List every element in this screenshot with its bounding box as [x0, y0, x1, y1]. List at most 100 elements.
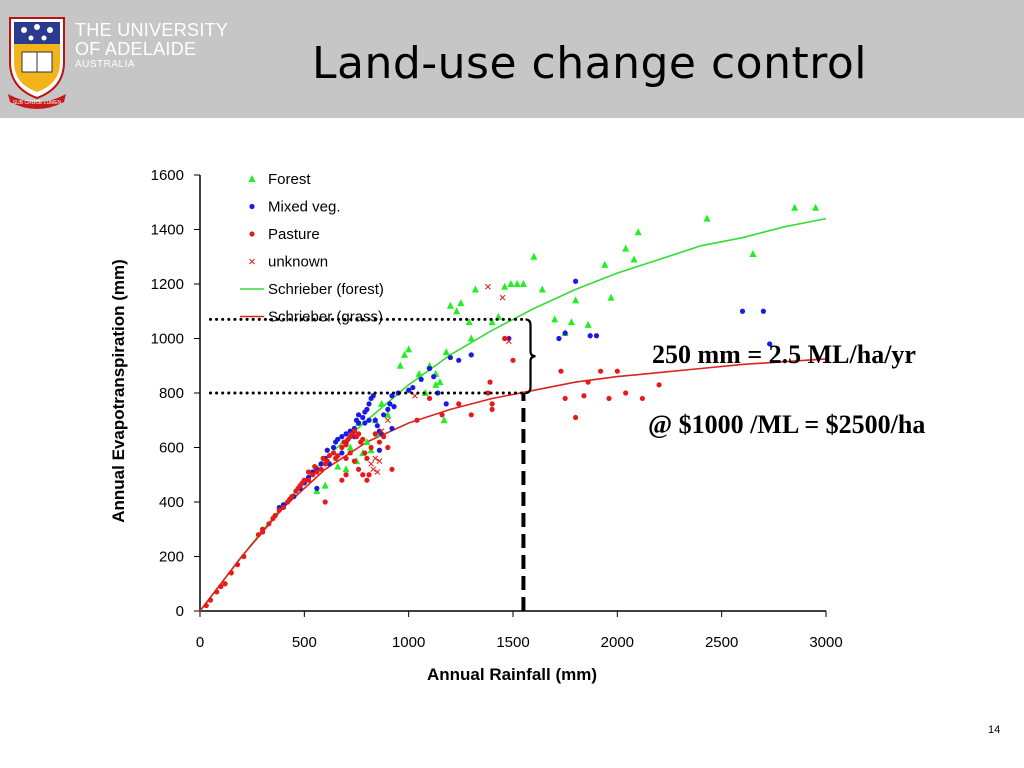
- point-unknown: [499, 294, 506, 301]
- point-pasture: [339, 477, 345, 483]
- point-pasture: [287, 496, 293, 502]
- point-mixed-veg: [324, 447, 330, 453]
- y-tick-label: 600: [159, 440, 184, 457]
- point-unknown: [505, 338, 512, 345]
- point-forest: [453, 307, 461, 315]
- point-forest: [384, 410, 392, 418]
- point-mixed-veg: [406, 387, 412, 393]
- legend-label-schrieber-grass: Schrieber (grass): [268, 309, 383, 326]
- point-pasture: [489, 406, 495, 412]
- point-forest: [471, 285, 479, 293]
- point-mixed-veg: [573, 278, 579, 284]
- conversion-annotation: 250 mm = 2.5 ML/ha/yr: [652, 340, 916, 369]
- point-pasture: [389, 466, 395, 472]
- point-forest: [334, 462, 342, 470]
- point-forest: [519, 280, 527, 287]
- legend-swatch-forest: [248, 175, 256, 182]
- x-tick-label: 2000: [601, 634, 634, 651]
- point-mixed-veg: [410, 384, 416, 391]
- point-mixed-veg: [418, 376, 424, 382]
- series-line-schrieber-grass: [199, 358, 827, 612]
- point-pasture: [414, 417, 420, 423]
- point-pasture: [456, 401, 462, 407]
- point-pasture: [335, 453, 341, 459]
- point-unknown: [368, 460, 374, 467]
- point-pasture: [614, 368, 620, 374]
- y-tick-label: 0: [176, 603, 184, 620]
- point-mixed-veg: [391, 404, 397, 410]
- x-tick-label: 0: [196, 634, 204, 651]
- point-pasture: [305, 477, 312, 483]
- brace-annotation: [525, 318, 536, 395]
- point-pasture: [351, 458, 358, 464]
- point-forest: [551, 315, 559, 323]
- point-pasture: [310, 472, 316, 478]
- point-mixed-veg: [426, 365, 433, 372]
- point-unknown: [384, 417, 391, 424]
- point-forest: [363, 438, 371, 446]
- point-forest: [749, 250, 757, 258]
- point-mixed-veg: [343, 431, 349, 437]
- point-pasture: [280, 504, 287, 511]
- point-unknown: [378, 428, 385, 435]
- point-mixed-veg: [355, 412, 362, 418]
- point-pasture: [339, 444, 345, 451]
- x-tick-label: 3000: [809, 634, 842, 651]
- point-pasture: [326, 453, 332, 459]
- y-tick-label: 1200: [151, 276, 184, 293]
- point-unknown: [412, 392, 418, 399]
- y-tick-label: 800: [159, 385, 184, 402]
- point-mixed-veg: [456, 357, 462, 363]
- legend-label-pasture: Pasture: [268, 226, 320, 243]
- university-logo: SUB CRUCE LUMEN: [8, 17, 66, 109]
- y-tick-label: 1600: [151, 167, 184, 184]
- point-unknown: [372, 455, 379, 462]
- legend-swatch-pasture: [249, 231, 255, 237]
- point-mixed-veg: [468, 352, 474, 358]
- point-pasture: [368, 444, 374, 451]
- y-tick-label: 200: [159, 549, 184, 566]
- slide-header: SUB CRUCE LUMEN THE UNIVERSITY OF ADELAI…: [0, 0, 1024, 118]
- y-tick-label: 1000: [151, 331, 184, 348]
- point-forest: [321, 481, 329, 489]
- point-mixed-veg: [366, 401, 372, 407]
- point-pasture: [360, 472, 366, 478]
- point-forest: [446, 301, 454, 309]
- point-pasture: [255, 532, 262, 538]
- point-mixed-veg: [364, 406, 370, 412]
- x-tick-label: 2500: [705, 634, 738, 651]
- point-mixed-veg: [362, 420, 368, 426]
- point-forest: [457, 299, 465, 307]
- point-pasture: [558, 368, 564, 374]
- point-pasture: [485, 390, 491, 396]
- x-tick-label: 500: [292, 634, 317, 651]
- point-mixed-veg: [389, 425, 395, 432]
- point-pasture: [272, 513, 278, 519]
- point-pasture: [305, 469, 312, 475]
- point-pasture: [439, 412, 445, 418]
- point-mixed-veg: [447, 354, 453, 361]
- point-forest: [440, 416, 448, 424]
- point-pasture: [562, 395, 568, 402]
- point-unknown: [370, 466, 377, 473]
- legend-swatch-mixed-veg: [249, 203, 255, 210]
- motto-text: SUB CRUCE LUMEN: [13, 100, 62, 106]
- point-mixed-veg: [387, 401, 393, 407]
- point-pasture: [260, 529, 266, 535]
- point-pasture: [639, 395, 645, 402]
- point-pasture: [322, 499, 328, 505]
- point-unknown: [374, 469, 381, 475]
- x-axis-title: Annual Rainfall (mm): [427, 665, 597, 684]
- point-mixed-veg: [360, 414, 366, 421]
- point-mixed-veg: [335, 436, 341, 442]
- point-pasture: [330, 450, 337, 456]
- point-forest: [513, 280, 521, 287]
- point-pasture: [656, 382, 662, 388]
- point-forest: [346, 443, 354, 451]
- point-pasture: [318, 466, 324, 472]
- point-forest: [442, 348, 450, 356]
- point-forest: [791, 203, 799, 211]
- point-forest: [622, 244, 630, 252]
- point-pasture: [324, 458, 330, 464]
- point-mixed-veg: [318, 461, 324, 467]
